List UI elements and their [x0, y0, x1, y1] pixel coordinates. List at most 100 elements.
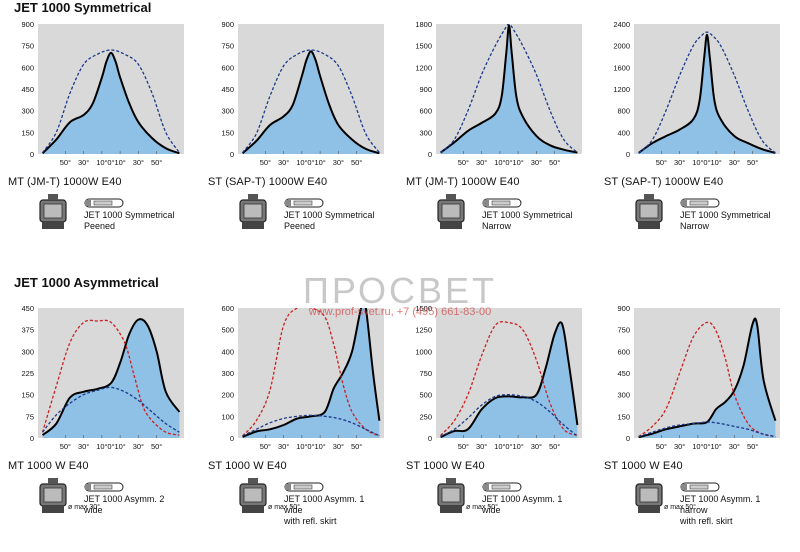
lamp-bulb-icon: [284, 196, 324, 214]
y-tick-label: 0: [626, 434, 630, 443]
lamp-bulb-icon: [680, 480, 720, 498]
x-tick-label: 50°: [351, 158, 362, 167]
section-title-asymmetrical: JET 1000 Asymmetrical: [14, 275, 159, 290]
series-line-dashed: [242, 49, 380, 153]
y-tick-label: 600: [21, 63, 34, 72]
series-line-main: [242, 308, 381, 438]
chart-caption: MT (JM-T) 1000W E40: [8, 176, 122, 188]
x-tick-label: 50°: [549, 442, 560, 451]
legend-line: with refl. skirt: [680, 516, 733, 526]
legend-line: Narrow: [680, 221, 710, 231]
chart-svg: 600 500 400 300 200 100 0 50° 30° 10° 0° 10° 30° 50°: [221, 304, 384, 451]
polar-chart-6: 600 500 400 300 200 100 0 50° 30° 10° 0° 10° 30° 50°: [206, 304, 384, 452]
fixture-icon: [236, 478, 270, 521]
fixture-icon: [632, 478, 666, 521]
y-tick-label: 450: [617, 369, 630, 378]
x-tick-label: 0°: [505, 442, 512, 451]
series-line-main: [638, 33, 776, 154]
fixture-legend: JET 1000 Asymm. 1 narrow with refl. skirt: [680, 494, 760, 527]
y-tick-label: 300: [221, 107, 234, 116]
series-line-dashed: [42, 49, 180, 153]
chart-svg: 450 375 300 225 150 75 0 50° 30° 10° 0° 10° 30° 50°: [21, 304, 184, 451]
fixture-legend: JET 1000 Symmetrical Narrow: [680, 210, 770, 232]
y-tick-label: 150: [21, 391, 34, 400]
series-line-dashed: [638, 321, 776, 438]
watermark-brand: ПРОСВЕТ: [302, 270, 498, 311]
chart-caption: MT (JM-T) 1000W E40: [406, 176, 520, 188]
legend-line: JET 1000 Symmetrical: [84, 210, 175, 220]
chart-caption: ST 1000 W E40: [604, 460, 683, 472]
y-tick-label: 750: [617, 326, 630, 335]
x-tick-label: 50°: [151, 158, 162, 167]
fixture-legend: JET 1000 Symmetrical Peened: [84, 210, 174, 232]
x-tick-label: 0°: [703, 158, 710, 167]
fixture-icon: [36, 478, 70, 521]
legend-line: JET 1000 Symmetrical: [680, 210, 771, 220]
chart-svg: 2400 2000 1600 1200 800 400 0 50° 30° 10° 0° 10° 30°…: [613, 20, 780, 167]
series-line-main: [439, 24, 578, 154]
chart-svg: 900 750 600 450 300 150 0 50° 30° 10° 0° 10° 30° 50°: [21, 20, 184, 167]
legend-line: wide: [84, 505, 103, 515]
x-tick-label: 0°: [307, 158, 314, 167]
legend-line: JET 1000 Symmetrical: [482, 210, 573, 220]
y-tick-label: 600: [419, 107, 432, 116]
x-tick-label: 30°: [531, 442, 542, 451]
lamp-bulb-icon: [284, 480, 324, 498]
fixture-icon: [434, 194, 468, 237]
y-tick-label: 900: [419, 85, 432, 94]
x-tick-label: 10°: [710, 158, 721, 167]
x-tick-label: 50°: [60, 442, 71, 451]
legend-line: JET 1000 Asymm. 2: [84, 494, 165, 504]
y-tick-label: 0: [626, 150, 630, 159]
fixture-icon: [36, 194, 70, 237]
chart-svg: 1500 1250 1000 750 500 250 0 50° 30° 10° 0° 10° 30° 5…: [415, 304, 582, 451]
y-tick-label: 300: [617, 391, 630, 400]
series-line-main: [440, 321, 579, 438]
y-tick-label: 1800: [415, 20, 432, 29]
x-tick-label: 30°: [133, 158, 144, 167]
polar-chart-7: 1500 1250 1000 750 500 250 0 50° 30° 10° 0° 10° 30° 5…: [404, 304, 582, 452]
y-tick-label: 400: [617, 128, 630, 137]
y-tick-label: 1200: [613, 85, 630, 94]
y-tick-label: 600: [221, 63, 234, 72]
y-tick-label: 300: [221, 369, 234, 378]
y-tick-label: 450: [21, 304, 34, 313]
x-tick-label: 10°: [114, 158, 125, 167]
y-tick-label: 900: [617, 304, 630, 313]
section-title-symmetrical: JET 1000 Symmetrical: [14, 0, 152, 15]
y-tick-label: 2000: [613, 42, 630, 51]
series-area: [440, 322, 578, 438]
x-tick-label: 0°: [107, 158, 114, 167]
polar-chart-1: 900 750 600 450 300 150 0 50° 30° 10° 0° 10° 30° 50°: [6, 20, 184, 168]
chart-caption: ST (SAP-T) 1000W E40: [604, 176, 724, 188]
x-tick-label: 0°: [107, 442, 114, 451]
series-line-dashed: [638, 421, 776, 438]
lamp-bulb-icon: [482, 196, 522, 214]
x-tick-label: 30°: [278, 158, 289, 167]
polar-chart-2: 900 750 600 450 300 150 0 50° 30° 10° 0° 10° 30° 50°: [206, 20, 384, 168]
beam-angle-label: ø max 50°: [664, 504, 696, 511]
fixture-legend: JET 1000 Asymm. 2 wide: [84, 494, 164, 516]
x-tick-label: 30°: [729, 158, 740, 167]
y-tick-label: 300: [419, 128, 432, 137]
polar-chart-8: 900 750 600 450 300 150 0 50° 30° 10° 0° 10° 30° 50°: [602, 304, 780, 452]
fixture-icon: [632, 194, 666, 237]
legend-line: wide: [482, 505, 501, 515]
y-tick-label: 0: [30, 434, 34, 443]
polar-chart-5: 450 375 300 225 150 75 0 50° 30° 10° 0° 10° 30° 50°: [6, 304, 184, 452]
y-tick-label: 200: [221, 391, 234, 400]
beam-angle-label: ø max 30°: [68, 504, 100, 511]
polar-chart-4: 2400 2000 1600 1200 800 400 0 50° 30° 10° 0° 10° 30°…: [602, 20, 780, 168]
series-area: [638, 318, 776, 438]
x-tick-label: 10°: [96, 442, 107, 451]
series-line-dashed: [242, 414, 380, 437]
y-tick-label: 150: [221, 128, 234, 137]
lamp-bulb-icon: [84, 480, 124, 498]
chart-caption: ST 1000 W E40: [208, 460, 287, 472]
x-tick-label: 50°: [656, 442, 667, 451]
x-tick-label: 10°: [692, 158, 703, 167]
chart-caption: ST 1000 W E40: [406, 460, 485, 472]
y-tick-label: 500: [221, 326, 234, 335]
x-tick-label: 30°: [531, 158, 542, 167]
fixture-icon: [236, 194, 270, 237]
